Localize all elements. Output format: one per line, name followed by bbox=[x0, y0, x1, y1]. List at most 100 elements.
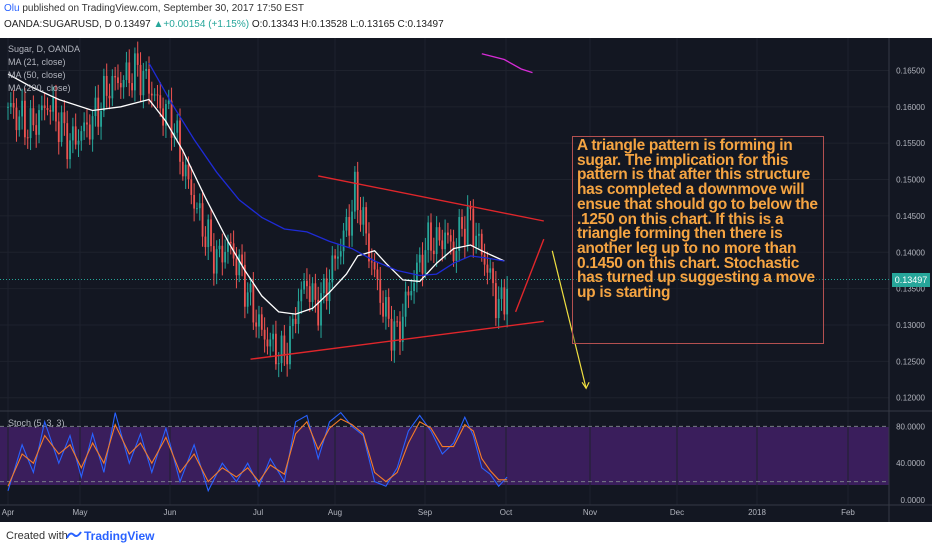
candle-body bbox=[348, 217, 351, 236]
candle-body bbox=[246, 292, 249, 307]
candle-body bbox=[365, 207, 368, 234]
candle-body bbox=[368, 233, 370, 262]
stoch-axis: 0.0000 40.0000 80.0000 bbox=[896, 422, 925, 505]
candle-body bbox=[94, 97, 97, 117]
candle-body bbox=[229, 241, 232, 244]
overlay-legend: Sugar, D, OANDA MA (21, close) MA (50, c… bbox=[8, 43, 80, 95]
x-tick-label: 2018 bbox=[748, 508, 766, 517]
candle-body bbox=[435, 227, 438, 255]
last-price-tag: 0.13497 bbox=[892, 273, 930, 287]
candle-body bbox=[382, 302, 384, 317]
candle-body bbox=[77, 140, 80, 145]
candle-body bbox=[243, 264, 246, 307]
candle-body bbox=[125, 62, 128, 81]
candle-body bbox=[46, 107, 49, 111]
candle-body bbox=[379, 279, 382, 303]
stoch-legend[interactable]: Stoch (5, 3, 3) bbox=[8, 418, 65, 428]
candle-body bbox=[427, 222, 430, 251]
candle-body bbox=[63, 112, 66, 124]
candle-body bbox=[399, 321, 401, 343]
candle-body bbox=[480, 233, 483, 255]
candle-body bbox=[263, 329, 266, 340]
candle-body bbox=[325, 278, 328, 302]
candle-body bbox=[387, 297, 390, 319]
candle-body bbox=[396, 321, 399, 323]
candle-body bbox=[235, 258, 238, 276]
candle-body bbox=[376, 269, 379, 280]
candle-body bbox=[105, 75, 108, 96]
candle-body bbox=[40, 105, 43, 111]
user-link[interactable]: Olu bbox=[4, 3, 20, 14]
legend-ma50[interactable]: MA (50, close) bbox=[8, 70, 66, 80]
candle-body bbox=[345, 217, 348, 231]
candle-body bbox=[320, 293, 322, 326]
candle-body bbox=[469, 207, 472, 209]
y-tick-label: 0.14500 bbox=[896, 212, 925, 221]
candle-body bbox=[134, 53, 136, 91]
y-tick-label: 0.15500 bbox=[896, 139, 925, 148]
candle-body bbox=[119, 83, 122, 88]
price-change: +0.00154 (+1.15%) bbox=[163, 19, 250, 30]
publish-info: published on TradingView.com, September … bbox=[22, 3, 305, 14]
candle-body bbox=[362, 207, 365, 225]
candle-body bbox=[24, 100, 26, 138]
candle-body bbox=[277, 363, 280, 365]
candle-body bbox=[159, 95, 162, 109]
candle-body bbox=[86, 122, 88, 125]
candle-body bbox=[190, 179, 193, 195]
candle-body bbox=[35, 125, 38, 135]
candle-body bbox=[260, 314, 263, 330]
candle-body bbox=[475, 235, 478, 247]
candle-body bbox=[198, 203, 201, 209]
candle-body bbox=[494, 283, 497, 319]
candle-body bbox=[176, 120, 179, 133]
candle-body bbox=[15, 107, 18, 131]
candle-body bbox=[184, 164, 187, 177]
candle-body bbox=[486, 264, 489, 273]
candle-body bbox=[466, 207, 469, 245]
candle-body bbox=[18, 116, 21, 131]
candle-body bbox=[131, 83, 133, 91]
chart-header: Olu published on TradingView.com, Septem… bbox=[0, 0, 932, 38]
tradingview-logo-icon bbox=[66, 531, 82, 539]
x-tick-label: Nov bbox=[583, 508, 597, 517]
created-with-label: Created with bbox=[6, 530, 68, 542]
candle-body bbox=[215, 249, 218, 274]
candle-body bbox=[88, 124, 91, 140]
candle-body bbox=[497, 298, 500, 319]
price-chart[interactable]: 0.12000 0.12500 0.13000 0.13500 0.14000 0.145… bbox=[0, 38, 932, 522]
candle-body bbox=[489, 268, 492, 273]
candle-body bbox=[308, 286, 311, 302]
candle-body bbox=[463, 228, 466, 245]
candle-body bbox=[283, 335, 286, 356]
candle-body bbox=[410, 291, 413, 296]
candle-body bbox=[55, 97, 57, 122]
candle-body bbox=[342, 230, 345, 252]
legend-ma21[interactable]: MA (21, close) bbox=[8, 57, 66, 67]
projected-move-down bbox=[551, 250, 587, 389]
stoch-band bbox=[0, 427, 889, 485]
legend-ma200[interactable]: MA (200, close) bbox=[8, 83, 71, 93]
x-tick-label: Aug bbox=[328, 508, 342, 517]
candle-body bbox=[447, 232, 449, 236]
candle-body bbox=[201, 203, 204, 237]
candle-body bbox=[384, 297, 387, 317]
y-tick-label: 0.13500 bbox=[896, 285, 925, 294]
candle-body bbox=[458, 217, 461, 251]
price-axis: 0.12000 0.12500 0.13000 0.13500 0.14000 0.145… bbox=[896, 66, 925, 402]
x-tick-label: Jul bbox=[253, 508, 263, 517]
analysis-note[interactable]: A triangle pattern is forming in sugar. … bbox=[572, 136, 824, 344]
tradingview-brand[interactable]: TradingView bbox=[84, 529, 155, 543]
candle-body bbox=[404, 291, 407, 317]
ma21-line bbox=[7, 73, 505, 315]
candle-body bbox=[111, 75, 114, 99]
candle-body bbox=[300, 289, 303, 302]
candle-body bbox=[492, 268, 494, 284]
candle-body bbox=[401, 316, 404, 343]
candle-body bbox=[212, 246, 215, 274]
candle-body bbox=[421, 254, 424, 274]
candle-body bbox=[196, 208, 198, 210]
x-tick-label: Jun bbox=[164, 508, 177, 517]
candle-body bbox=[241, 254, 243, 265]
candle-body bbox=[114, 75, 117, 78]
